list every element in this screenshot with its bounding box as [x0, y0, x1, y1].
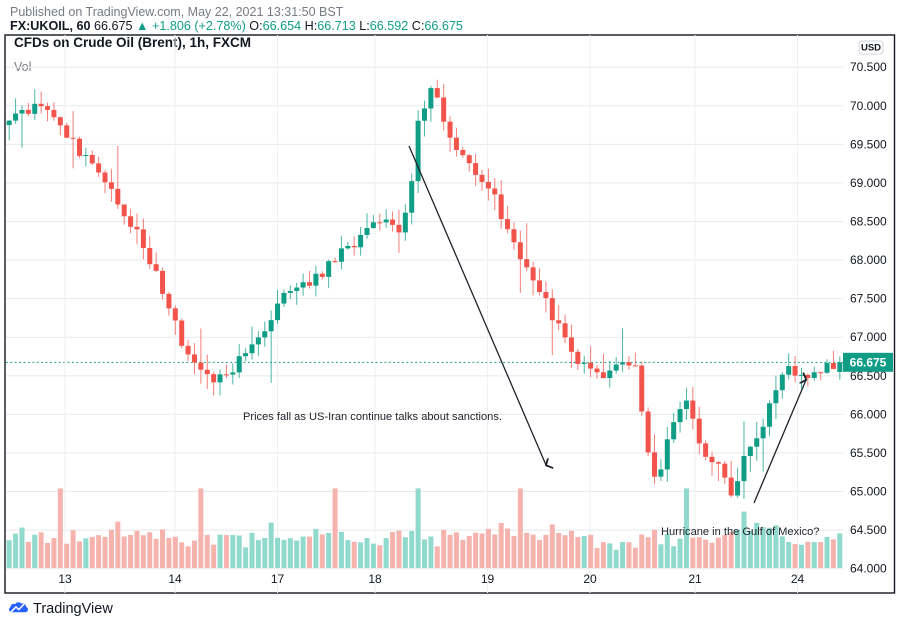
svg-text:66.675: 66.675 [850, 355, 887, 369]
svg-text:65.000: 65.000 [850, 485, 887, 499]
svg-text:TradingView: TradingView [33, 601, 113, 617]
svg-text:69.000: 69.000 [850, 176, 887, 190]
svg-text:24: 24 [791, 572, 805, 586]
svg-text:68.500: 68.500 [850, 215, 887, 229]
svg-text:Published on TradingView.com,: Published on TradingView.com, May 22, 20… [10, 5, 344, 19]
svg-text:64.500: 64.500 [850, 523, 887, 537]
svg-text:17: 17 [271, 572, 285, 586]
svg-text:Hurricane in the Gulf of Mexic: Hurricane in the Gulf of Mexico? [661, 526, 819, 538]
svg-text:19: 19 [481, 572, 495, 586]
svg-text:67.500: 67.500 [850, 292, 887, 306]
svg-text:70.000: 70.000 [850, 99, 887, 113]
svg-text:67.000: 67.000 [850, 330, 887, 344]
svg-text:65.500: 65.500 [850, 446, 887, 460]
svg-text:66.000: 66.000 [850, 407, 887, 421]
svg-text:14: 14 [168, 572, 182, 586]
svg-text:USD: USD [861, 43, 881, 54]
svg-text:68.000: 68.000 [850, 253, 887, 267]
svg-text:13: 13 [58, 572, 72, 586]
svg-text:CFDs on Crude Oil (Brent), 1h,: CFDs on Crude Oil (Brent), 1h, FXCM [14, 35, 251, 50]
svg-text:21: 21 [688, 572, 702, 586]
svg-text:20: 20 [583, 572, 597, 586]
svg-text:FX:UKOIL, 60 66.675 ▲ +1.806 (: FX:UKOIL, 60 66.675 ▲ +1.806 (+2.78%) O:… [10, 19, 463, 33]
svg-text:69.500: 69.500 [850, 137, 887, 151]
svg-text:Prices fall as US-Iran continu: Prices fall as US-Iran continue talks ab… [243, 411, 502, 423]
svg-text:64.000: 64.000 [850, 562, 887, 576]
svg-text:70.500: 70.500 [850, 60, 887, 74]
svg-text:18: 18 [368, 572, 382, 586]
